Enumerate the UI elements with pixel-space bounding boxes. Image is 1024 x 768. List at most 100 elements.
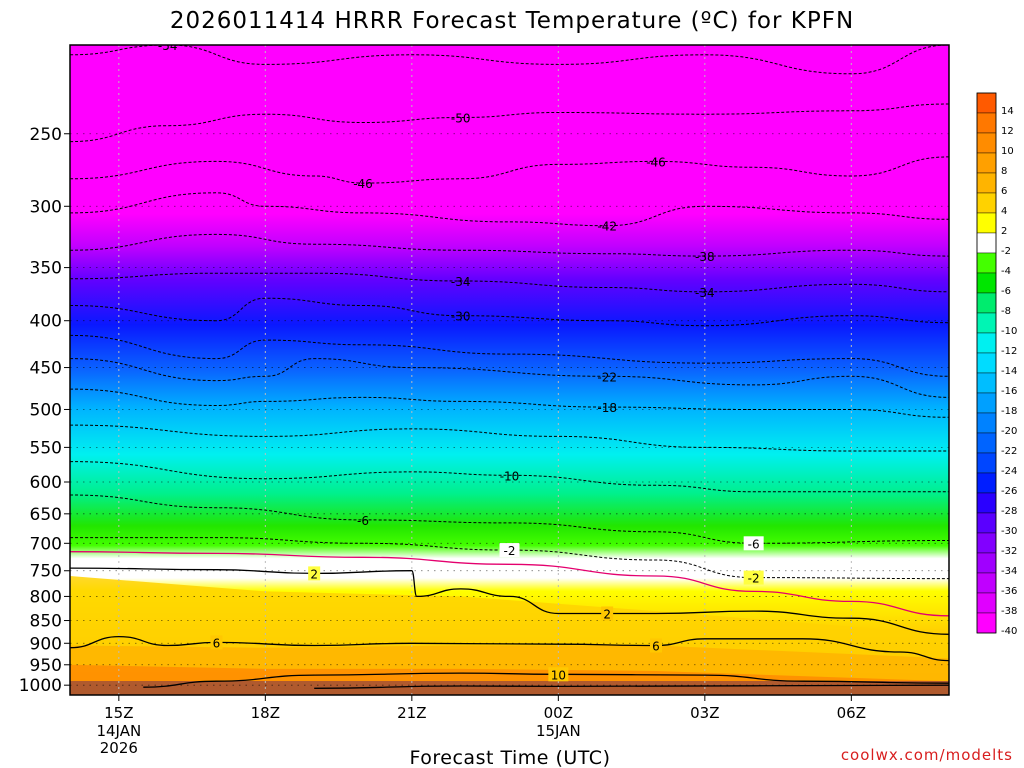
y-tick-label: 600 xyxy=(30,473,62,493)
contour-label-bg xyxy=(743,536,764,551)
contour-lines xyxy=(70,45,949,689)
y-tick-label: 800 xyxy=(30,587,62,607)
y-tick-label: 900 xyxy=(30,634,62,654)
colorbar-swatch xyxy=(976,152,997,174)
colorbar-swatch xyxy=(976,92,997,114)
x-tick-label: 03Z xyxy=(690,704,719,722)
colorbar-tick-label: -30 xyxy=(1001,526,1017,537)
contour-label-bg xyxy=(743,570,764,585)
x-tick-label: 06Z xyxy=(837,704,866,722)
contour-line xyxy=(70,103,949,143)
colorbar-swatch xyxy=(976,492,997,514)
contour-label: 2 xyxy=(310,567,318,581)
y-tick-label: 750 xyxy=(30,562,62,582)
contour-line xyxy=(70,537,949,580)
y-tick-label: 700 xyxy=(30,534,62,554)
y-tick-label: 450 xyxy=(30,359,62,379)
contour-label-bg xyxy=(499,543,520,558)
colorbar-tick-label: -12 xyxy=(1001,346,1017,357)
colorbar-swatch xyxy=(976,192,997,214)
colorbar-tick-label: -36 xyxy=(1001,586,1017,597)
contour-label: -38 xyxy=(695,250,715,264)
y-tick-label: 1000 xyxy=(19,676,62,696)
y-tick-label: 950 xyxy=(30,656,62,676)
contour-line xyxy=(70,272,949,293)
colorbar-tick-label: -18 xyxy=(1001,406,1017,417)
contour-label: -18 xyxy=(597,401,617,415)
colorbar-tick-label: -28 xyxy=(1001,506,1017,517)
y-tick-label: 550 xyxy=(30,438,62,458)
contour-label: -50 xyxy=(451,112,471,126)
colorbar-tick-label: -20 xyxy=(1001,426,1017,437)
contour-label: -2 xyxy=(504,544,516,558)
contour-label-bg xyxy=(650,638,662,653)
contour-line xyxy=(143,672,949,688)
contour-line xyxy=(70,551,949,617)
colorbar-tick-label: 8 xyxy=(1001,166,1007,177)
contour-label: -22 xyxy=(597,370,617,384)
x-tick-sublabel: 2026 xyxy=(100,739,138,757)
colorbar-tick-label: -32 xyxy=(1001,546,1017,557)
contour-label: -2 xyxy=(748,572,760,586)
colorbar-tick-label: -4 xyxy=(1001,266,1011,277)
contour-label: -10 xyxy=(500,469,520,483)
y-tick-label: 500 xyxy=(30,400,62,420)
colorbar-tick-label: 12 xyxy=(1001,126,1014,137)
y-tick-label: 350 xyxy=(30,259,62,279)
credit-text: coolwx.com/modelts xyxy=(841,746,1013,764)
colorbar-swatch xyxy=(976,392,997,414)
colorbar-swatch xyxy=(976,512,997,534)
colorbar-swatch xyxy=(976,212,997,234)
colorbar-tick-label: 2 xyxy=(1001,226,1007,237)
y-tick-label: 250 xyxy=(30,125,62,145)
colorbar-tick-label: -6 xyxy=(1001,286,1011,297)
contour-label: 2 xyxy=(603,607,611,621)
contour-line xyxy=(70,635,949,662)
contour-line xyxy=(70,233,949,257)
contour-line xyxy=(70,192,949,227)
contour-line xyxy=(70,156,949,184)
y-tick-label: 400 xyxy=(30,312,62,332)
contour-label-bg xyxy=(308,566,321,581)
contour-label: 6 xyxy=(213,636,221,650)
contour-line xyxy=(70,494,949,544)
colorbar-swatch xyxy=(976,332,997,354)
contour-label-bg xyxy=(548,667,569,682)
colorbar-tick-label: -10 xyxy=(1001,326,1017,337)
colorbar-tick-label: -22 xyxy=(1001,446,1017,457)
colorbar-tick-label: 10 xyxy=(1001,146,1014,157)
colorbar-frame xyxy=(976,92,997,634)
x-tick-sublabel: 15JAN xyxy=(536,722,581,740)
contour-label: -6 xyxy=(357,514,369,528)
colorbar-swatch xyxy=(976,132,997,154)
colorbar-swatch xyxy=(976,172,997,194)
contour-line xyxy=(314,684,949,689)
colorbar-swatch xyxy=(976,252,997,274)
contour-labels: -54-50-46-46-42-38-34-34-30-22-18-10-6-6… xyxy=(158,45,764,682)
colorbar-swatch xyxy=(976,552,997,574)
chart-title: 2026011414 HRRR Forecast Temperature (ºC… xyxy=(170,8,854,34)
contour-label: -34 xyxy=(695,286,715,300)
x-tick-label: 21Z xyxy=(397,704,426,722)
colorbar-tick-label: 4 xyxy=(1001,206,1007,217)
contour-label: -46 xyxy=(646,155,666,169)
contour-line xyxy=(70,461,949,493)
contour-label: 10 xyxy=(551,668,566,682)
colorbar-swatch xyxy=(976,432,997,454)
colorbar-tick-label: 6 xyxy=(1001,186,1007,197)
contour-label-bg xyxy=(601,606,614,621)
contour-label: 6 xyxy=(652,639,660,653)
colorbar: 14 12 10 8 6 4 2 -2 -4 -6 -8 -10 -12 -14 -16 -18 -20 -22 -… xyxy=(976,92,1017,637)
colorbar-swatch xyxy=(976,232,997,254)
contour-line xyxy=(70,45,949,75)
x-axis-label: Forecast Time (UTC) xyxy=(410,747,611,768)
colorbar-tick-label: -38 xyxy=(1001,606,1017,617)
colorbar-swatch xyxy=(976,352,997,374)
contour-label: -42 xyxy=(597,220,617,234)
colorbar-swatch xyxy=(976,372,997,394)
colorbar-swatch xyxy=(976,572,997,594)
colorbar-tick-label: -24 xyxy=(1001,466,1017,477)
plot-frame xyxy=(69,44,950,696)
contour-label-bg xyxy=(210,635,223,650)
